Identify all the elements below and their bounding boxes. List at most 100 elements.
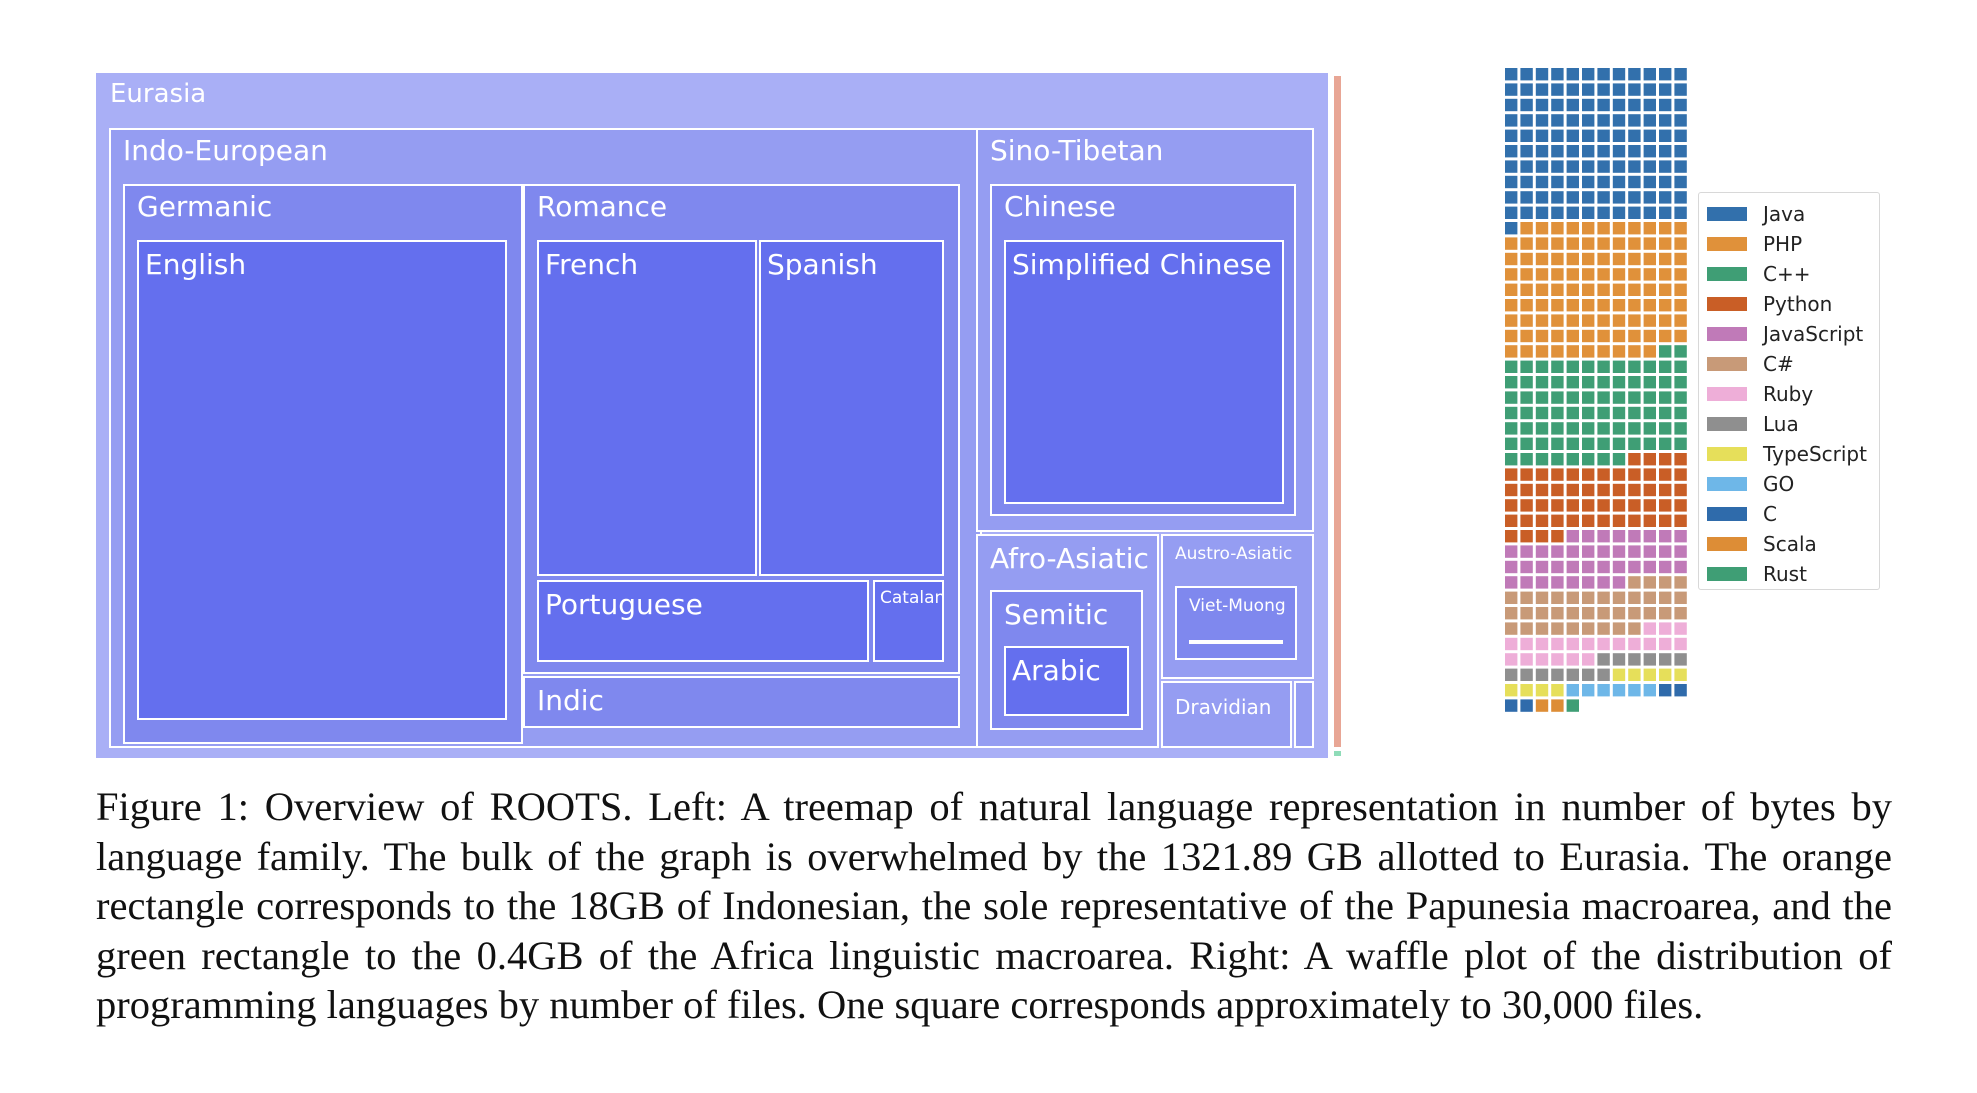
legend-swatch-java xyxy=(1707,207,1747,221)
legend-item-scala: Scala xyxy=(1707,529,1817,559)
waffle-square-c xyxy=(1659,684,1672,697)
waffle-square-javascript xyxy=(1597,576,1610,589)
waffle-square-java xyxy=(1659,114,1672,127)
waffle-square-c- xyxy=(1566,406,1579,420)
label-romance: Romance xyxy=(537,190,668,223)
waffle-square-java xyxy=(1582,83,1595,96)
waffle-square-javascript xyxy=(1674,545,1687,558)
waffle-square-php xyxy=(1643,268,1656,281)
waffle-square-c- xyxy=(1659,607,1672,620)
waffle-square-ruby xyxy=(1674,622,1687,635)
waffle-square-c- xyxy=(1612,422,1626,435)
waffle-square-c- xyxy=(1505,391,1518,404)
waffle-square-python xyxy=(1535,530,1549,543)
waffle-square-java xyxy=(1674,83,1687,96)
waffle-square-c- xyxy=(1674,607,1687,620)
waffle-square-php xyxy=(1551,222,1564,235)
waffle-square-php xyxy=(1612,314,1626,327)
waffle-square-python xyxy=(1505,483,1518,497)
waffle-square-typescript xyxy=(1643,668,1656,681)
waffle-square-c- xyxy=(1597,406,1610,420)
waffle-square-c- xyxy=(1505,453,1518,466)
waffle-square-java xyxy=(1659,98,1672,112)
waffle-square-c- xyxy=(1535,360,1549,373)
waffle-square-lua xyxy=(1674,653,1687,666)
waffle-square-python xyxy=(1505,468,1518,481)
waffle-square-php xyxy=(1551,329,1564,343)
waffle-square-ruby xyxy=(1643,622,1656,635)
waffle-square-php xyxy=(1628,299,1641,312)
legend-item-python: Python xyxy=(1707,289,1832,319)
treemap-portuguese: Portuguese xyxy=(537,580,869,662)
waffle-square-php xyxy=(1551,345,1564,358)
waffle-square-python xyxy=(1659,514,1672,527)
waffle-square-php xyxy=(1643,283,1656,296)
legend-label-typescript: TypeScript xyxy=(1763,442,1867,466)
waffle-square-lua xyxy=(1566,668,1579,681)
waffle-square-c- xyxy=(1551,607,1564,620)
waffle-square-php xyxy=(1535,237,1549,250)
waffle-square-python xyxy=(1582,499,1595,512)
waffle-square-php xyxy=(1535,345,1549,358)
waffle-square-java xyxy=(1551,114,1564,127)
waffle-square-python xyxy=(1628,468,1641,481)
waffle-square-c- xyxy=(1597,622,1610,635)
waffle-square-ruby xyxy=(1551,637,1564,651)
waffle-square-python xyxy=(1520,483,1533,497)
waffle-square-java xyxy=(1659,129,1672,142)
waffle-square-c- xyxy=(1612,360,1626,373)
waffle-square-python xyxy=(1535,514,1549,527)
waffle-square-python xyxy=(1535,483,1549,497)
treemap-catalan: Catalan xyxy=(873,580,945,662)
waffle-square-java xyxy=(1643,83,1656,96)
waffle-square-ruby xyxy=(1612,637,1626,651)
waffle-square-php xyxy=(1612,268,1626,281)
waffle-square-php xyxy=(1659,299,1672,312)
waffle-square-c- xyxy=(1612,453,1626,466)
waffle-square-python xyxy=(1643,453,1656,466)
waffle-square-php xyxy=(1582,222,1595,235)
waffle-square-c- xyxy=(1597,391,1610,404)
waffle-square-php xyxy=(1520,268,1533,281)
legend-label-go: GO xyxy=(1763,472,1795,496)
waffle-square-php xyxy=(1520,314,1533,327)
waffle-square-java xyxy=(1551,68,1564,81)
waffle-square-javascript xyxy=(1612,545,1626,558)
waffle-square-c- xyxy=(1597,376,1610,389)
waffle-square-c- xyxy=(1643,422,1656,435)
waffle-square-c- xyxy=(1659,376,1672,389)
waffle-square-php xyxy=(1582,283,1595,296)
waffle-square-c- xyxy=(1659,422,1672,435)
waffle-square-c xyxy=(1520,699,1533,712)
waffle-square-python xyxy=(1505,530,1518,543)
legend-swatch-python xyxy=(1707,297,1747,311)
waffle-square-php xyxy=(1674,314,1687,327)
waffle-square-javascript xyxy=(1659,545,1672,558)
waffle-square-python xyxy=(1551,499,1564,512)
waffle-square-java xyxy=(1520,68,1533,81)
waffle-square-lua xyxy=(1520,668,1533,681)
waffle-square-php xyxy=(1674,222,1687,235)
waffle-square-java xyxy=(1520,145,1533,158)
waffle-square-c- xyxy=(1628,406,1641,420)
waffle-square-typescript xyxy=(1505,684,1518,697)
waffle-square-c- xyxy=(1628,576,1641,589)
waffle-square-python xyxy=(1566,483,1579,497)
waffle-square-java xyxy=(1520,129,1533,142)
waffle-square-c- xyxy=(1612,622,1626,635)
label-indic: Indic xyxy=(537,684,604,717)
label-viet-muong: Viet-Muong xyxy=(1189,596,1286,616)
waffle-square-java xyxy=(1566,175,1579,189)
waffle-square-php xyxy=(1520,345,1533,358)
label-dravidian: Dravidian xyxy=(1175,695,1272,719)
waffle-square-python xyxy=(1520,514,1533,527)
waffle-square-python xyxy=(1643,468,1656,481)
waffle-square-java xyxy=(1566,114,1579,127)
waffle-square-php xyxy=(1597,329,1610,343)
waffle-square-javascript xyxy=(1505,545,1518,558)
waffle-square-c- xyxy=(1597,453,1610,466)
waffle-square-ruby xyxy=(1582,653,1595,666)
waffle-square-c- xyxy=(1535,422,1549,435)
waffle-square-lua xyxy=(1628,653,1641,666)
waffle-square-php xyxy=(1659,252,1672,266)
